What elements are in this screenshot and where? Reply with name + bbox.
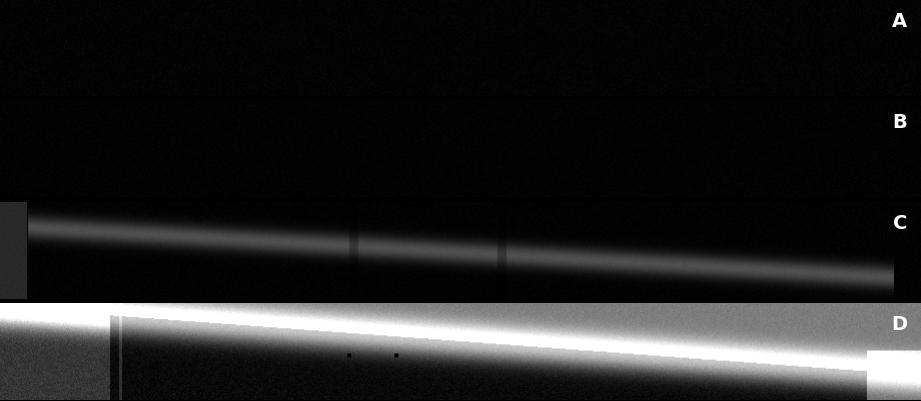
- Text: C: C: [892, 214, 907, 233]
- Text: A: A: [892, 12, 907, 30]
- Text: B: B: [892, 113, 907, 132]
- Text: D: D: [891, 315, 907, 334]
